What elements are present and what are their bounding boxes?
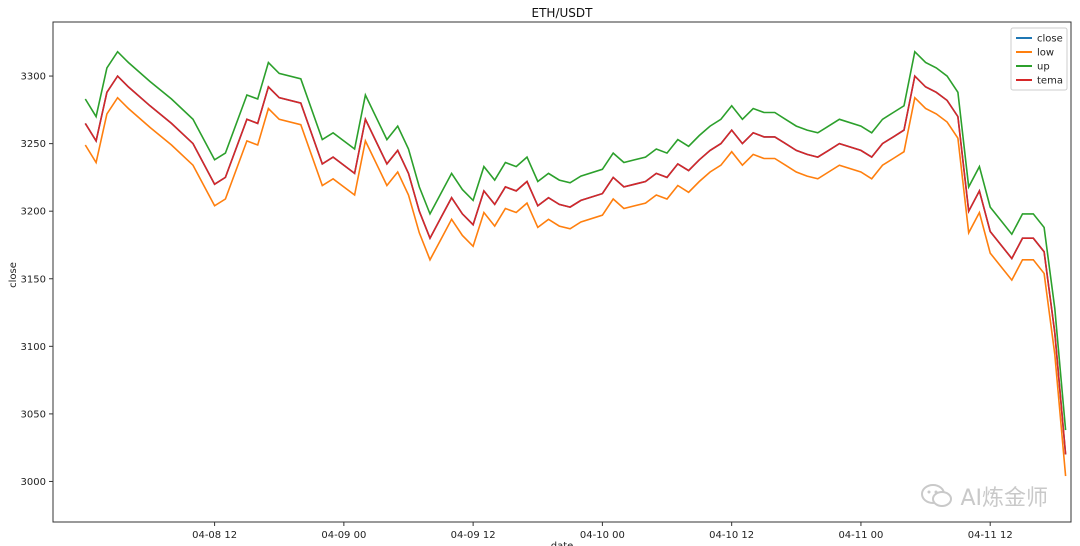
y-tick-label: 3050 [21,409,46,420]
x-tick-label: 04-09 12 [451,530,496,541]
watermark: AI炼金师 [920,480,1048,512]
x-tick-label: 04-11 12 [968,530,1013,541]
y-tick-label: 3100 [21,342,46,353]
legend-label-close: close [1037,34,1063,45]
x-ticks: 04-08 12 04-09 00 04-09 12 04-10 00 04-10 12… [192,522,1013,541]
legend-label-up: up [1037,62,1050,73]
wechat-icon [921,484,953,507]
x-tick-label: 04-09 00 [321,530,366,541]
chart-title: ETH/USDT [532,6,594,20]
x-tick-label: 04-10 12 [709,530,754,541]
y-ticks: 3000 3050 3100 3150 3200 3250 3300 [21,72,53,488]
legend-label-tema: tema [1037,76,1063,87]
y-axis-label: close [8,262,19,288]
series-line-low [84,96,1067,477]
series-line-tema [84,74,1067,455]
plot-area [52,21,1072,523]
x-tick-label: 04-11 00 [838,530,883,541]
y-tick-label: 3250 [21,139,46,150]
y-tick-label: 3150 [21,274,46,285]
x-tick-label: 04-10 00 [580,530,625,541]
watermark-text: AI炼金师 [960,486,1048,511]
y-tick-label: 3200 [21,207,46,218]
series-line-up [84,50,1067,431]
y-tick-label: 3300 [21,72,46,83]
legend: close low up tema [1010,27,1068,91]
series-layer [84,50,1067,477]
legend-box [1010,27,1068,91]
y-tick-label: 3000 [21,477,46,488]
legend-label-low: low [1037,48,1054,59]
x-tick-label: 04-08 12 [192,530,237,541]
x-axis-label: date [551,541,574,546]
